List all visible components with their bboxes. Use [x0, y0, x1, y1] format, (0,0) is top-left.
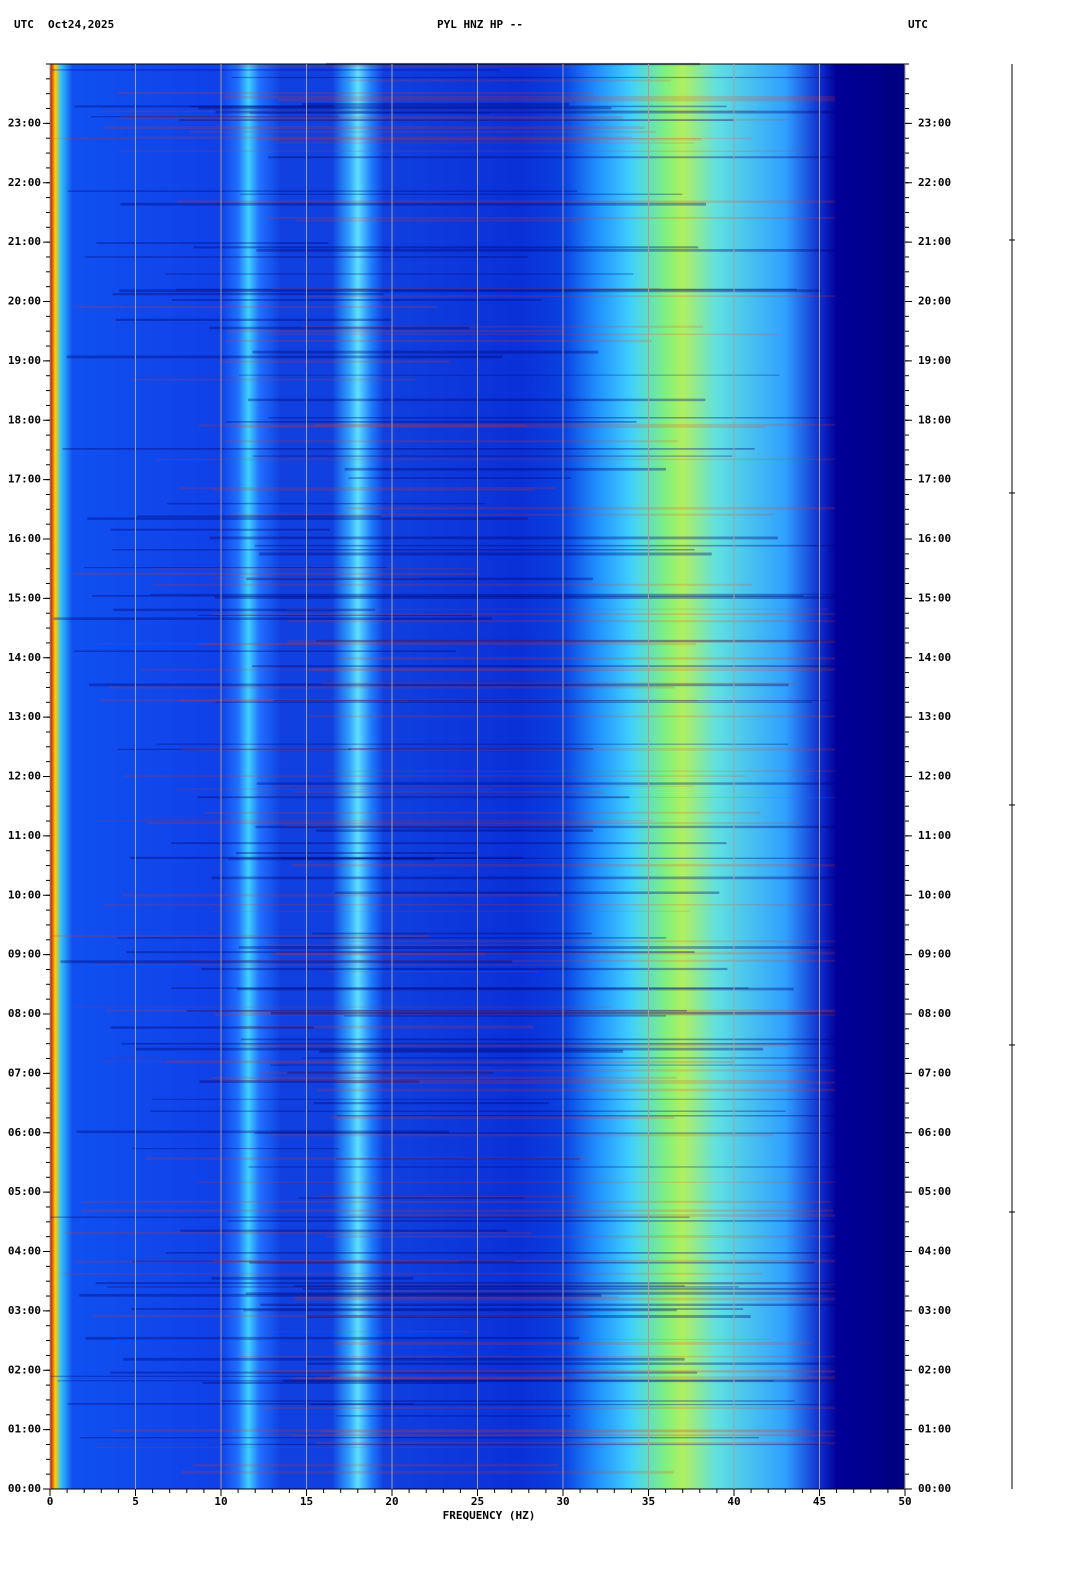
x-tick-label: 25	[471, 1495, 484, 1508]
y-tick-label: 13:00	[8, 710, 41, 723]
y-tick-label: 21:00	[8, 235, 41, 248]
y-tick-label-right: 02:00	[918, 1363, 951, 1376]
y-tick-label-right: 08:00	[918, 1007, 951, 1020]
left-header: UTC	[14, 18, 34, 31]
x-tick-label: 10	[214, 1495, 227, 1508]
y-tick-label: 19:00	[8, 354, 41, 367]
x-tick-label: 40	[727, 1495, 740, 1508]
y-tick-label: 11:00	[8, 829, 41, 842]
y-tick-label: 16:00	[8, 532, 41, 545]
y-tick-label-right: 00:00	[918, 1482, 951, 1495]
x-tick-label: 50	[898, 1495, 911, 1508]
y-tick-label-right: 13:00	[918, 710, 951, 723]
y-tick-label: 22:00	[8, 176, 41, 189]
y-tick-label: 17:00	[8, 473, 41, 486]
y-tick-label: 23:00	[8, 116, 41, 129]
y-tick-label-right: 04:00	[918, 1245, 951, 1258]
y-tick-label: 15:00	[8, 591, 41, 604]
x-tick-label: 5	[132, 1495, 139, 1508]
y-tick-label: 02:00	[8, 1363, 41, 1376]
y-tick-label: 06:00	[8, 1126, 41, 1139]
right-header: UTC	[908, 18, 928, 31]
y-tick-label-right: 10:00	[918, 888, 951, 901]
y-tick-label-right: 09:00	[918, 948, 951, 961]
y-tick-label-right: 22:00	[918, 176, 951, 189]
x-tick-label: 45	[813, 1495, 826, 1508]
y-tick-label: 07:00	[8, 1066, 41, 1079]
x-tick-label: 20	[385, 1495, 398, 1508]
y-tick-label-right: 11:00	[918, 829, 951, 842]
y-tick-label-right: 01:00	[918, 1423, 951, 1436]
y-tick-label: 20:00	[8, 295, 41, 308]
y-tick-label-right: 21:00	[918, 235, 951, 248]
y-tick-label-right: 23:00	[918, 116, 951, 129]
y-tick-label-right: 07:00	[918, 1066, 951, 1079]
x-tick-label: 35	[642, 1495, 655, 1508]
x-tick-label: 30	[556, 1495, 569, 1508]
y-tick-label: 00:00	[8, 1482, 41, 1495]
y-tick-label-right: 12:00	[918, 770, 951, 783]
y-tick-label: 08:00	[8, 1007, 41, 1020]
y-tick-label-right: 17:00	[918, 473, 951, 486]
axes: 0 5 10 15 20 25 30 35 40 45 50 00:00 00:00 01:00 01:00…	[8, 63, 951, 1508]
y-tick-label: 10:00	[8, 888, 41, 901]
y-tick-label: 12:00	[8, 770, 41, 783]
y-tick-label-right: 03:00	[918, 1304, 951, 1317]
y-tick-label-right: 15:00	[918, 591, 951, 604]
y-tick-label-right: 18:00	[918, 413, 951, 426]
y-tick-label-right: 05:00	[918, 1185, 951, 1198]
y-tick-label: 05:00	[8, 1185, 41, 1198]
y-tick-label: 14:00	[8, 651, 41, 664]
scale-bar	[1009, 64, 1015, 1489]
y-tick-label-right: 19:00	[918, 354, 951, 367]
y-tick-label-right: 16:00	[918, 532, 951, 545]
x-axis-label: FREQUENCY (HZ)	[443, 1509, 536, 1522]
y-tick-label: 03:00	[8, 1304, 41, 1317]
chart-title: PYL HNZ HP --	[437, 18, 523, 31]
date: Oct24,2025	[48, 18, 114, 31]
y-tick-label-right: 06:00	[918, 1126, 951, 1139]
y-tick-label: 04:00	[8, 1245, 41, 1258]
y-tick-label: 18:00	[8, 413, 41, 426]
streaks	[50, 62, 835, 1474]
y-tick-label: 09:00	[8, 948, 41, 961]
y-tick-label: 01:00	[8, 1423, 41, 1436]
y-tick-label-right: 14:00	[918, 651, 951, 664]
y-tick-label-right: 20:00	[918, 295, 951, 308]
x-tick-label: 0	[47, 1495, 54, 1508]
x-tick-label: 15	[300, 1495, 313, 1508]
